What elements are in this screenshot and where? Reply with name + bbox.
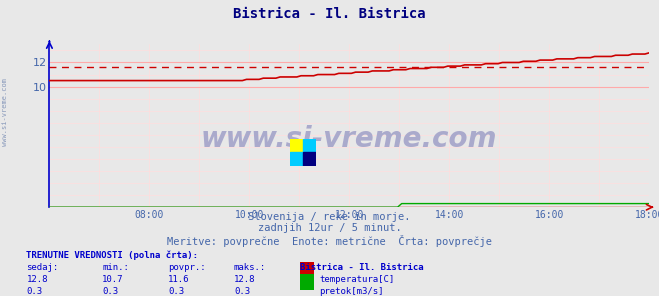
Bar xyxy=(290,139,303,152)
Bar xyxy=(290,152,303,166)
Text: Bistrica - Il. Bistrica: Bistrica - Il. Bistrica xyxy=(300,263,424,271)
Text: 12.8: 12.8 xyxy=(26,275,48,284)
Text: maks.:: maks.: xyxy=(234,263,266,271)
Text: Meritve: povprečne  Enote: metrične  Črta: povprečje: Meritve: povprečne Enote: metrične Črta:… xyxy=(167,235,492,247)
Text: 0.3: 0.3 xyxy=(168,287,184,296)
Text: Slovenija / reke in morje.: Slovenija / reke in morje. xyxy=(248,212,411,222)
Bar xyxy=(303,139,316,152)
Text: povpr.:: povpr.: xyxy=(168,263,206,271)
Text: min.:: min.: xyxy=(102,263,129,271)
Text: zadnjih 12ur / 5 minut.: zadnjih 12ur / 5 minut. xyxy=(258,223,401,234)
Text: 0.3: 0.3 xyxy=(102,287,118,296)
Text: pretok[m3/s]: pretok[m3/s] xyxy=(320,287,384,296)
Text: 12.8: 12.8 xyxy=(234,275,256,284)
Text: TRENUTNE VREDNOSTI (polna črta):: TRENUTNE VREDNOSTI (polna črta): xyxy=(26,250,198,260)
Text: 0.3: 0.3 xyxy=(26,287,42,296)
Text: sedaj:: sedaj: xyxy=(26,263,59,271)
Text: www.si-vreme.com: www.si-vreme.com xyxy=(201,125,498,153)
Text: Bistrica - Il. Bistrica: Bistrica - Il. Bistrica xyxy=(233,7,426,21)
Text: 11.6: 11.6 xyxy=(168,275,190,284)
Text: temperatura[C]: temperatura[C] xyxy=(320,275,395,284)
Text: 0.3: 0.3 xyxy=(234,287,250,296)
Text: www.si-vreme.com: www.si-vreme.com xyxy=(2,78,9,147)
Text: 10.7: 10.7 xyxy=(102,275,124,284)
Bar xyxy=(303,152,316,166)
